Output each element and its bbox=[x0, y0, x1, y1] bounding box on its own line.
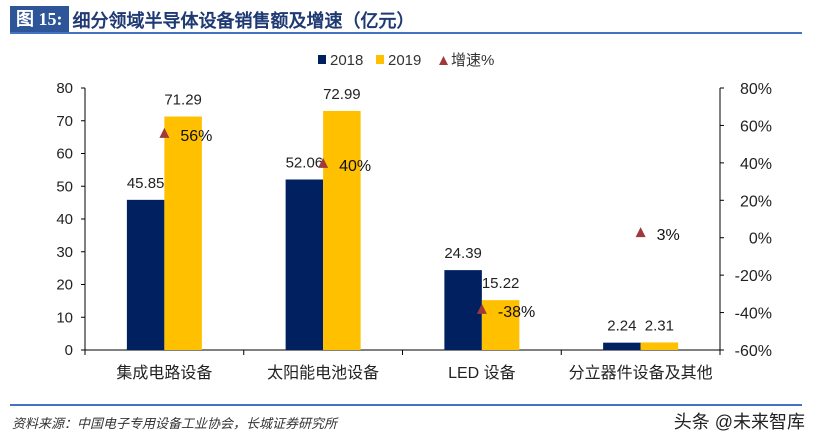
left-tick-label: 0 bbox=[65, 342, 73, 359]
data-label: 71.29 bbox=[164, 92, 202, 109]
watermark: 头条 @未来智库 bbox=[673, 412, 805, 432]
bar-2018 bbox=[285, 179, 324, 350]
x-tick-label: 集成电路设备 bbox=[116, 364, 212, 382]
data-label: 24.39 bbox=[444, 245, 482, 262]
figure-label: 图 15: bbox=[10, 6, 69, 33]
left-tick-label: 40 bbox=[56, 211, 73, 228]
growth-marker bbox=[159, 127, 170, 138]
left-tick-label: 70 bbox=[56, 113, 73, 130]
legend-marker bbox=[439, 56, 448, 65]
left-tick-label: 80 bbox=[56, 80, 73, 97]
growth-label: 56% bbox=[180, 128, 212, 145]
legend-marker bbox=[376, 55, 384, 64]
figure-header: 图 15: 细分领域半导体设备销售额及增速（亿元） bbox=[10, 6, 415, 33]
left-tick-label: 10 bbox=[56, 309, 73, 326]
right-tick-label: -60% bbox=[735, 343, 772, 360]
data-label: 2.24 bbox=[607, 318, 636, 335]
right-tick-label: 20% bbox=[740, 193, 772, 210]
source-note: 资料来源：中国电子专用设备工业协会，长城证券研究所 bbox=[12, 416, 338, 431]
growth-marker bbox=[476, 303, 487, 314]
bar-2019 bbox=[640, 342, 679, 350]
divider bbox=[10, 32, 802, 34]
growth-label: 3% bbox=[657, 227, 680, 244]
growth-label: -38% bbox=[498, 304, 535, 321]
legend-label: 增速% bbox=[451, 52, 494, 69]
right-tick-label: 0% bbox=[749, 231, 772, 248]
bar-2018 bbox=[603, 342, 641, 350]
data-label: 72.99 bbox=[323, 86, 361, 103]
right-tick-label: -20% bbox=[735, 268, 772, 285]
x-tick-label: LED 设备 bbox=[448, 364, 516, 382]
left-tick-label: 60 bbox=[56, 146, 73, 163]
right-tick-label: 80% bbox=[740, 81, 772, 98]
data-label: 45.85 bbox=[127, 175, 165, 192]
legend-label: 2018 bbox=[330, 52, 363, 69]
right-tick-label: -40% bbox=[735, 306, 772, 323]
data-label: 52.06 bbox=[286, 155, 324, 172]
right-tick-label: 40% bbox=[740, 156, 772, 173]
legend-marker bbox=[318, 55, 326, 64]
chart-title: 细分领域半导体设备销售额及增速（亿元） bbox=[72, 10, 415, 31]
divider bbox=[10, 404, 802, 406]
data-label: 15.22 bbox=[482, 275, 520, 292]
left-tick-label: 20 bbox=[56, 277, 73, 294]
data-label: 2.31 bbox=[645, 317, 674, 334]
bar-2019 bbox=[481, 300, 520, 350]
bar-2019 bbox=[323, 110, 361, 350]
left-tick-label: 30 bbox=[56, 244, 73, 261]
bar-2019 bbox=[164, 116, 202, 350]
growth-marker bbox=[635, 227, 646, 238]
bar-2018 bbox=[126, 199, 165, 350]
legend-label: 2019 bbox=[388, 52, 421, 69]
right-tick-label: 60% bbox=[740, 118, 772, 135]
x-tick-label: 太阳能电池设备 bbox=[267, 364, 379, 382]
left-tick-label: 50 bbox=[56, 178, 73, 195]
growth-label: 40% bbox=[339, 158, 371, 175]
growth-marker bbox=[318, 157, 329, 168]
x-tick-label: 分立器件设备及其他 bbox=[569, 364, 713, 382]
bar-2018 bbox=[444, 270, 482, 350]
